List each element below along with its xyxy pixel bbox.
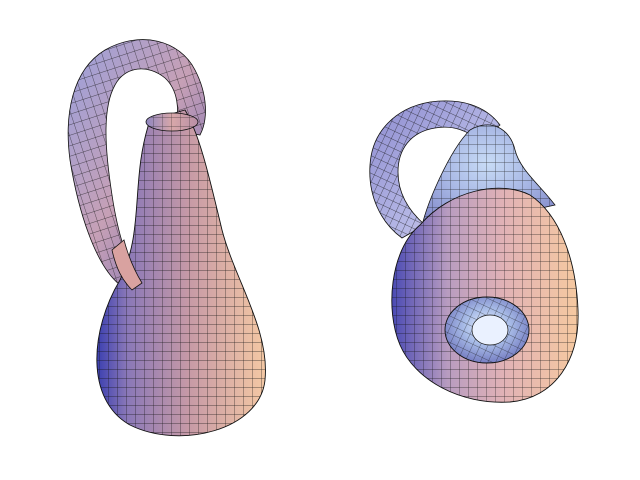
klein-bottle-upright [67, 39, 266, 437]
klein-bottle-tilted [369, 100, 579, 403]
left-handle-tube [67, 39, 206, 286]
right-bottle-opening [444, 296, 530, 364]
right-handle-tube [369, 100, 501, 239]
right-bottle-body [391, 187, 579, 403]
left-handle-entry [111, 239, 143, 291]
